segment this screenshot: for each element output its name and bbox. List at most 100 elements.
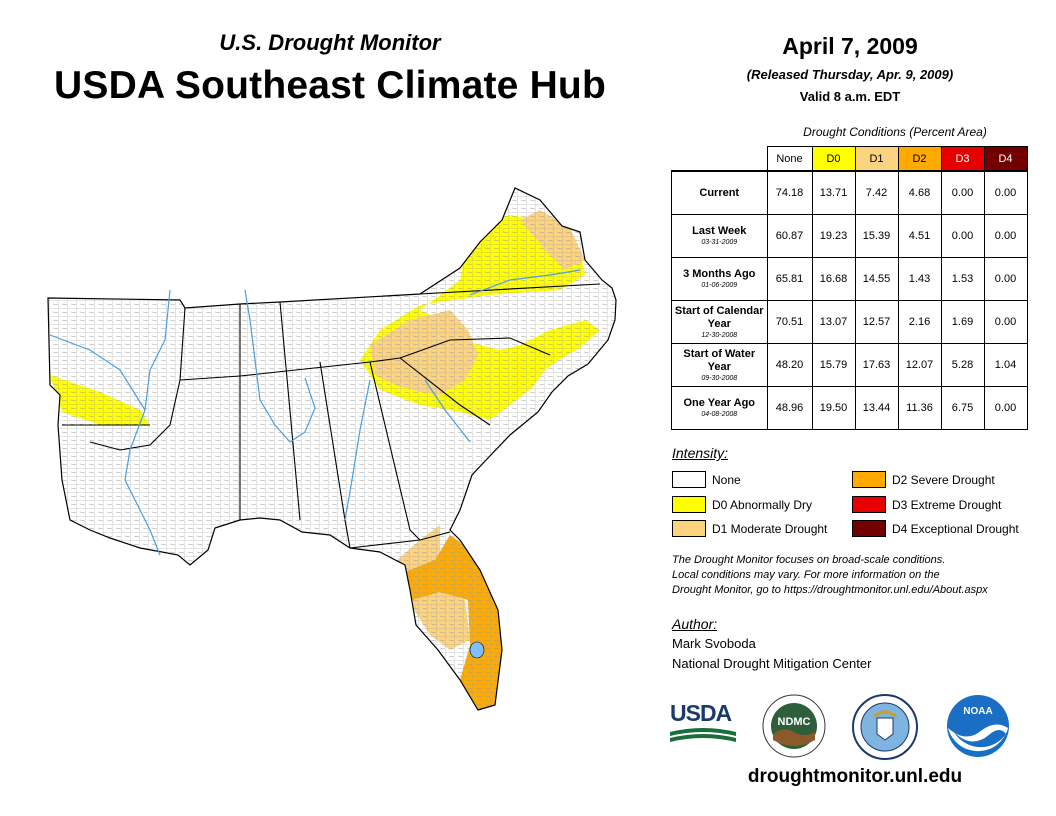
col-none: None: [766, 146, 813, 172]
col-d4: D4: [983, 146, 1028, 172]
legend-label: D3 Extreme Drought: [892, 497, 1002, 512]
disclaimer-note: The Drought Monitor focuses on broad-sca…: [672, 553, 1052, 598]
cell-value: 5.28: [940, 343, 985, 387]
cell-value: 15.79: [811, 343, 856, 387]
cell-value: 13.44: [854, 386, 899, 430]
ndmc-logo-text: NDMC: [777, 716, 811, 728]
legend-label: D2 Severe Drought: [892, 472, 995, 487]
cell-value: 13.71: [811, 170, 856, 215]
cell-value: 1.69: [940, 300, 985, 344]
ndmc-logo: NDMC: [762, 694, 826, 758]
release-date: (Released Thursday, Apr. 9, 2009): [746, 67, 954, 82]
usda-logo-text: USDA: [670, 700, 732, 726]
map-subtitle: U.S. Drought Monitor: [219, 30, 441, 55]
cell-value: 2.16: [897, 300, 942, 344]
chattahoochee-river: [344, 379, 371, 521]
legend-item-d1: D1 Moderate Drought: [672, 520, 827, 537]
row-label: Start of Water Year: [683, 347, 756, 373]
legend-item-d0: D0 Abnormally Dry: [672, 496, 812, 513]
usda-logo: USDA: [670, 700, 736, 748]
noaa-logo: NOAA: [946, 694, 1010, 758]
note-line: Drought Monitor, go to https://droughtmo…: [672, 584, 988, 596]
legend-swatch: [672, 496, 706, 513]
noaa-seal-icon: [947, 695, 1009, 757]
cell-value: 7.42: [854, 170, 899, 215]
author-name: Mark Svoboda: [672, 636, 756, 651]
cell-value: 12.57: [854, 300, 899, 344]
author-heading: Author:: [672, 616, 718, 632]
legend-label: D1 Moderate Drought: [712, 521, 828, 536]
arkansas-river: [49, 334, 146, 411]
legend-item-none: None: [672, 471, 741, 488]
col-d2: D2: [897, 146, 942, 172]
mississippi-river: [124, 289, 171, 556]
table-header-row: None D0 D1 D2 D3 D4: [671, 146, 1028, 172]
cell-value: 4.51: [897, 214, 942, 258]
footer-url-link[interactable]: droughtmonitor.unl.edu: [747, 766, 963, 787]
row-label: 3 Months Ago: [683, 268, 756, 280]
cell-value: 0.00: [983, 300, 1028, 344]
cell-value: 1.04: [983, 343, 1028, 387]
row-label: Start of Calendar Year: [674, 304, 764, 330]
cell-value: 15.39: [854, 214, 899, 258]
row-label: Current: [699, 186, 740, 199]
cell-value: 19.50: [811, 386, 856, 430]
cell-value: 14.55: [854, 257, 899, 301]
cell-value: 11.36: [897, 386, 942, 430]
table-title: Drought Conditions (Percent Area): [803, 125, 987, 139]
row-date: 12-30-2008: [701, 331, 738, 339]
author-organization: National Drought Mitigation Center: [672, 656, 872, 671]
savannah-river: [424, 379, 471, 443]
table-row: 3 Months Ago 01-06-2009 65.81 16.68 14.55…: [671, 257, 1028, 301]
drought-map: [47, 187, 617, 711]
row-date: 01-06-2009: [701, 282, 738, 289]
lake-okeechobee: [469, 641, 485, 659]
cell-value: 70.51: [766, 300, 813, 344]
cell-value: 74.18: [766, 170, 813, 215]
row-date: 03-31-2009: [701, 239, 738, 246]
cell-value: 1.43: [897, 257, 942, 301]
noaa-logo-text: NOAA: [963, 706, 993, 717]
cell-value: 65.81: [766, 257, 813, 301]
legend-item-d3: D3 Extreme Drought: [852, 496, 1001, 513]
table-row: One Year Ago 04-08-2008 48.96 19.50 13.44…: [671, 386, 1028, 430]
legend-label: None: [712, 472, 741, 487]
tennessee-river: [244, 289, 316, 443]
col-d1: D1: [854, 146, 899, 172]
legend-swatch: [672, 471, 706, 488]
legend-swatch: [852, 496, 886, 513]
note-line: The Drought Monitor focuses on broad-sca…: [672, 554, 946, 566]
row-date: 09-30-2008: [701, 374, 738, 382]
legend-item-d2: D2 Severe Drought: [852, 471, 995, 488]
legend-swatch: [852, 471, 886, 488]
cell-value: 19.23: [811, 214, 856, 258]
map-title: USDA Southeast Climate Hub: [54, 64, 606, 107]
cell-value: 6.75: [940, 386, 985, 430]
note-line: Local conditions may vary. For more info…: [672, 569, 940, 581]
valid-date: April 7, 2009: [782, 33, 918, 59]
cell-value: 17.63: [854, 343, 899, 387]
ndmc-seal-icon: [762, 694, 826, 758]
cell-value: 16.68: [811, 257, 856, 301]
legend-heading: Intensity:: [672, 445, 729, 461]
cell-value: 4.68: [897, 170, 942, 215]
legend-swatch: [852, 520, 886, 537]
cell-value: 12.07: [897, 343, 942, 387]
cell-value: 0.00: [983, 214, 1028, 258]
cell-value: 1.53: [940, 257, 985, 301]
commerce-seal-icon: [852, 694, 918, 760]
row-label: One Year Ago: [683, 397, 756, 409]
table-row: Start of Calendar Year 12-30-2008 70.51 1…: [671, 300, 1028, 344]
cell-value: 48.20: [766, 343, 813, 387]
row-label: Last Week: [692, 225, 747, 237]
cell-value: 13.07: [811, 300, 856, 344]
cell-value: 60.87: [766, 214, 813, 258]
table-row: Last Week 03-31-2009 60.87 19.23 15.39 4.…: [671, 214, 1028, 258]
cell-value: 0.00: [983, 386, 1028, 430]
usda-logo-hills-icon: [670, 728, 736, 742]
legend-item-d4: D4 Exceptional Drought: [852, 520, 1019, 537]
valid-time: Valid 8 a.m. EDT: [799, 89, 901, 104]
cell-value: 0.00: [983, 170, 1028, 215]
legend-label: D4 Exceptional Drought: [892, 521, 1019, 536]
legend-swatch: [672, 520, 706, 537]
